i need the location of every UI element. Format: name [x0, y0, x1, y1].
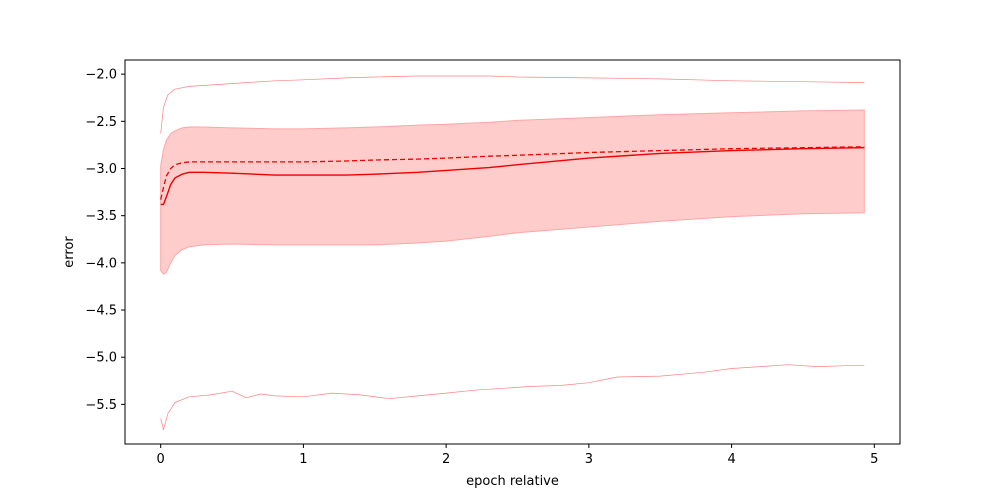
- x-tick-label: 0: [157, 452, 165, 467]
- x-tick-label: 1: [299, 452, 307, 467]
- y-tick-label: −4.0: [85, 256, 117, 271]
- series-line-4: [160, 364, 865, 431]
- y-tick-label: −5.5: [85, 398, 117, 413]
- y-tick-label: −2.0: [85, 68, 117, 83]
- x-axis: 0 1 2 3 4 5: [157, 444, 878, 467]
- y-tick-label: −3.5: [85, 209, 117, 224]
- y-tick-label: −2.5: [85, 115, 117, 130]
- y-axis: −2.0 −2.5 −3.0 −3.5 −4.0 −4.5 −5.0 −5.5: [85, 68, 125, 413]
- plot-frame: [124, 59, 901, 445]
- plot-area: [160, 75, 865, 431]
- x-tick-label: 5: [870, 452, 878, 467]
- x-tick-label: 2: [442, 452, 450, 467]
- series-line-2: [160, 146, 865, 200]
- series-line-3: [160, 75, 865, 134]
- x-axis-label: epoch relative: [466, 474, 559, 489]
- x-tick-label: 3: [585, 452, 593, 467]
- x-tick-label: 4: [727, 452, 735, 467]
- series-line-1: [160, 147, 865, 206]
- y-tick-label: −4.5: [85, 304, 117, 319]
- confidence-band: [160, 109, 865, 275]
- y-tick-label: −3.0: [85, 162, 117, 177]
- y-tick-label: −5.0: [85, 351, 117, 366]
- y-axis-label: error: [62, 236, 77, 268]
